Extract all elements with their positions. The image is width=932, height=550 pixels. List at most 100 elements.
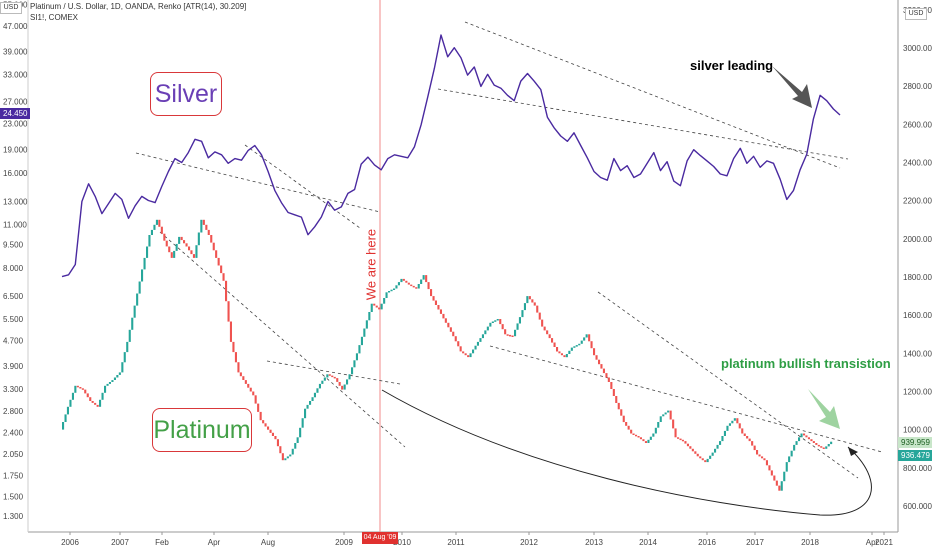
currency-left[interactable]: USD [0, 2, 22, 14]
currency-right[interactable]: USD [905, 8, 927, 20]
renko-brick [511, 335, 514, 337]
date-marker: 04 Aug '09 [362, 532, 398, 544]
renko-brick [793, 444, 796, 451]
renko-brick [400, 278, 403, 283]
right-axis-tick-label: 2800.000 [903, 82, 932, 91]
renko-brick [548, 334, 551, 339]
silver-leading-annotation: silver leading [690, 58, 774, 73]
renko-brick [276, 439, 279, 447]
renko-brick [570, 347, 573, 351]
renko-brick [220, 265, 223, 274]
renko-brick [351, 367, 354, 375]
renko-brick [304, 408, 307, 419]
renko-brick [565, 354, 568, 358]
renko-brick [215, 250, 218, 258]
renko-brick [296, 437, 299, 443]
platinum-bullish-annotation: platinum bullish transistion [721, 356, 891, 371]
right-axis-tick-label: 2200.000 [903, 197, 932, 206]
renko-brick [504, 329, 507, 335]
x-axis-tick-label: 2017 [746, 538, 764, 547]
renko-brick [798, 437, 801, 442]
renko-brick [664, 412, 667, 415]
renko-brick [625, 422, 628, 426]
curve-arrow-head [848, 447, 858, 456]
renko-brick [484, 330, 487, 335]
left-axis-tick-label: 11.000 [3, 220, 27, 229]
left-axis-tick-label: 3.900 [3, 362, 24, 371]
renko-brick [756, 450, 759, 455]
platinum-trend-4 [489, 345, 883, 453]
x-axis-tick-label: 2010 [393, 538, 411, 547]
renko-brick [262, 420, 265, 424]
renko-brick [341, 385, 344, 390]
renko-brick [743, 433, 746, 436]
left-axis-tick-label: 27.000 [3, 98, 28, 107]
renko-brick [358, 345, 361, 354]
renko-brick [121, 362, 124, 373]
renko-brick [116, 375, 119, 378]
right-axis-tick-label: 2400.000 [903, 159, 932, 168]
renko-brick [178, 236, 181, 244]
renko-brick [437, 305, 440, 310]
renko-brick [494, 320, 497, 322]
renko-brick [101, 392, 104, 400]
silver-last-price: 24.450 [0, 108, 31, 119]
renko-brick [66, 406, 69, 415]
renko-brick [264, 423, 267, 427]
renko-brick [810, 439, 813, 442]
left-axis-tick-label: 19.000 [3, 146, 28, 155]
renko-brick [583, 337, 586, 341]
renko-brick [546, 330, 549, 335]
renko-brick [780, 481, 783, 491]
right-axis-tick-label: 2600.000 [903, 120, 932, 129]
renko-brick [659, 416, 662, 422]
left-axis-tick-label: 2.400 [3, 428, 24, 437]
renko-brick [390, 289, 393, 292]
renko-brick [380, 303, 383, 310]
left-axis-tick-label: 47.000 [3, 22, 28, 31]
renko-brick [353, 360, 356, 368]
platinum-price-a: 939.959 [898, 437, 932, 448]
renko-brick [474, 345, 477, 350]
renko-brick [126, 341, 129, 353]
x-axis: 2006 2007 Feb Apr Aug 2009 2010 2011 2012 2013 201… [61, 532, 893, 547]
renko-brick [153, 224, 156, 230]
renko-brick [526, 296, 529, 304]
renko-brick [271, 432, 274, 436]
renko-brick [336, 378, 339, 382]
renko-brick [170, 252, 173, 258]
renko-brick [518, 317, 521, 324]
renko-brick [217, 257, 220, 266]
x-axis-tick-label: 2006 [61, 538, 79, 547]
renko-brick [600, 364, 603, 369]
renko-brick [459, 346, 462, 352]
renko-brick [635, 434, 638, 437]
renko-brick [373, 303, 376, 306]
renko-brick [301, 418, 304, 428]
x-axis-tick-label: 2014 [639, 538, 657, 547]
renko-brick [830, 441, 833, 445]
renko-brick [148, 235, 151, 247]
left-axis-tick-label: 39.000 [3, 47, 28, 56]
renko-brick [751, 441, 754, 446]
left-axis-tick-label: 2.050 [3, 450, 24, 459]
renko-brick [652, 433, 655, 437]
renko-brick [795, 441, 798, 445]
left-axis: 55.00047.00039.00033.00027.00023.00019.0… [3, 1, 28, 521]
x-axis-tick-label: 2009 [335, 538, 353, 547]
renko-brick [486, 326, 489, 331]
renko-brick [227, 301, 230, 322]
right-axis-tick-label: 2000.000 [903, 235, 932, 244]
renko-brick [677, 437, 680, 439]
renko-brick [197, 232, 200, 246]
renko-brick [108, 382, 111, 384]
renko-brick [299, 427, 302, 438]
right-axis-tick-label: 600.000 [903, 502, 932, 511]
right-axis-tick-label: 800.000 [903, 464, 932, 473]
renko-brick [615, 396, 618, 403]
renko-brick [318, 383, 321, 389]
renko-brick [563, 355, 566, 358]
renko-brick [758, 454, 761, 457]
renko-brick [541, 319, 544, 327]
renko-brick [452, 331, 455, 337]
